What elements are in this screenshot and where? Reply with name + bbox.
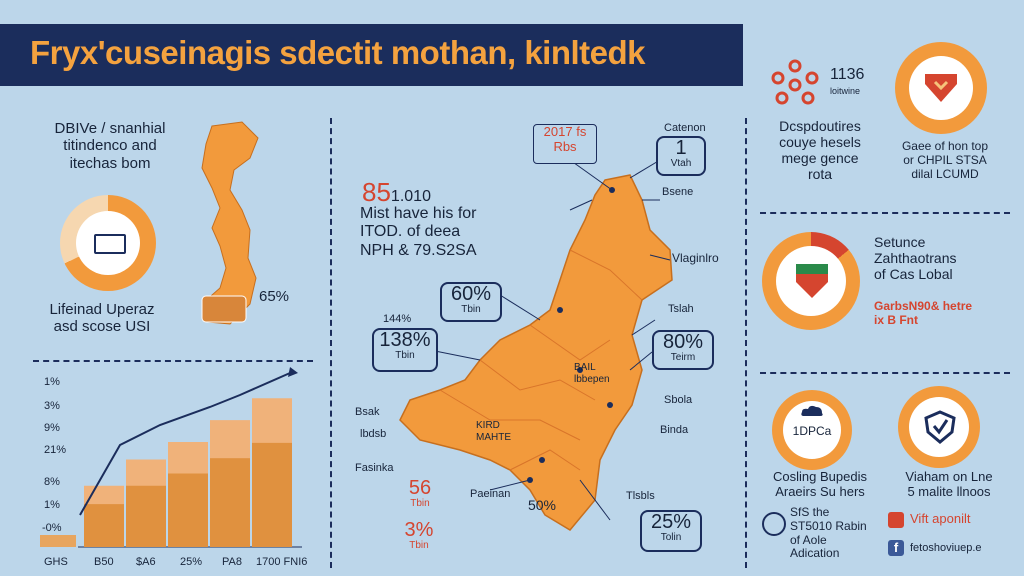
map-label: Tlsbls: [626, 490, 655, 502]
y-axis-ticks: 1% 3% 9% 21% 8% 1% -0%: [36, 376, 76, 551]
left-mid-text: Lifeinad Uperaz asd scose USI: [49, 301, 155, 336]
right-top-number: 1136: [830, 66, 865, 83]
x-tick: B50: [94, 556, 114, 568]
social-link-1[interactable]: Vift aponilt: [910, 511, 971, 526]
map-callout: 60% Tbin: [440, 282, 502, 322]
map-label: Paeinan: [470, 488, 511, 500]
footer-text: SfS the ST5010 Rabin of Aole Adication: [790, 505, 867, 561]
badge-icon: [796, 264, 828, 298]
x-tick: $A6: [136, 556, 156, 568]
bar-fill-B50: [84, 504, 124, 547]
y-tick: 1%: [44, 376, 60, 388]
small-map: [201, 121, 259, 325]
map-label: Vlaginlro: [672, 251, 719, 265]
left-donut-value: 65%: [259, 288, 290, 305]
right-circle-label: 1DPCa: [792, 424, 832, 438]
bar-fill-25%: [168, 473, 208, 547]
map-callout: 3% Tbin: [404, 519, 434, 551]
x-tick: 1700 FNI6: [256, 556, 308, 568]
divider-horizontal: [33, 360, 313, 362]
y-tick: 3%: [44, 400, 60, 412]
map-label: Tslah: [668, 303, 694, 315]
info-icon: [762, 512, 786, 536]
headline-number: 851.010: [362, 177, 431, 207]
bar-fill-1700 FNI6: [252, 442, 292, 547]
x-tick: 25%: [180, 556, 203, 568]
map-callout: 138% Tbin: [372, 328, 438, 372]
right-mid-donut: [762, 232, 860, 330]
map-label: Fasinka: [355, 462, 394, 474]
x-tick: GHS: [44, 556, 68, 568]
left-top-text: DBIVe / snanhial titindenco and itechas …: [54, 120, 166, 172]
x-tick: PA8: [222, 556, 242, 568]
bar-chart: [40, 367, 302, 548]
map-callout: 80% Teirm: [652, 330, 714, 370]
bar-base: [40, 535, 76, 547]
map-label: Binda: [660, 424, 689, 436]
right-block-3-title: Setunce Zahthaotrans of Cas Lobal: [874, 234, 957, 283]
map-label: Bsak: [355, 406, 380, 418]
right-top-number-sub: loitwine: [830, 86, 861, 96]
y-tick: 1%: [44, 499, 60, 511]
headline-text: Mist have his for ITOD. of deea NPH & 79…: [360, 205, 477, 259]
title-banner: Fryx'cuseinagis sdectit mothan, kinltedk: [0, 24, 743, 86]
check-shield-icon: [924, 410, 956, 444]
right-block-5: Viaham on Lne 5 malite llnoos: [905, 469, 993, 499]
main-map: [399, 159, 673, 531]
shield-icon: [925, 74, 957, 102]
social-icon-1[interactable]: [888, 512, 904, 528]
x-axis-ticks: GHS B50 $A6 25% PA8 1700 FNI6: [36, 556, 316, 572]
right-block-3-sub: GarbsN90& hetre ix B Fnt: [874, 299, 973, 327]
right-block-1: Dcspdoutires couye hesels mege gence rot…: [779, 118, 861, 183]
screen-icon: [94, 234, 126, 254]
map-year-badge: 2017 fs Rbs: [533, 124, 597, 164]
right-block-4: Cosling Bupedis Araeirs Su hers: [773, 469, 867, 499]
map-label: BAIL lbbepen: [574, 362, 610, 385]
network-icon: [771, 59, 819, 105]
y-tick: 8%: [44, 476, 60, 488]
map-callout: 50%: [527, 497, 557, 513]
divider-right: [745, 118, 747, 568]
right-circle-left: 1DPCa: [772, 390, 852, 470]
map-label: Sbola: [664, 394, 693, 406]
right-block-2: Gaee of hon top or CHPIL STSA dilal LCUM…: [901, 139, 989, 181]
right-top-circle: [895, 42, 987, 134]
bar-fill-PA8: [210, 458, 250, 547]
left-donut: [60, 195, 156, 291]
map-label: 144%: [383, 313, 412, 325]
bar-fill-$A6: [126, 485, 166, 547]
cloud-icon: [801, 405, 823, 416]
map-label: Catenon: [664, 122, 706, 134]
map-callout: 1 Vtah: [656, 136, 706, 176]
facebook-icon[interactable]: f: [888, 540, 904, 556]
divider-left: [330, 118, 332, 568]
map-label: lbdsb: [360, 428, 387, 440]
y-tick: -0%: [42, 522, 62, 534]
y-tick: 21%: [44, 444, 67, 456]
map-callout: 56 Tbin: [408, 477, 432, 509]
page-title: Fryx'cuseinagis sdectit mothan, kinltedk: [30, 34, 646, 71]
right-circle-right: [898, 386, 980, 468]
social-link-2[interactable]: fetoshoviuep.e: [910, 542, 982, 554]
divider-right-2: [760, 372, 1010, 374]
map-callout: 25% Tolin: [640, 510, 702, 552]
map-label: Bsene: [662, 186, 694, 198]
y-tick: 9%: [44, 422, 60, 434]
divider-right-1: [760, 212, 1010, 214]
map-label: KIRD MAHTE: [476, 420, 511, 443]
